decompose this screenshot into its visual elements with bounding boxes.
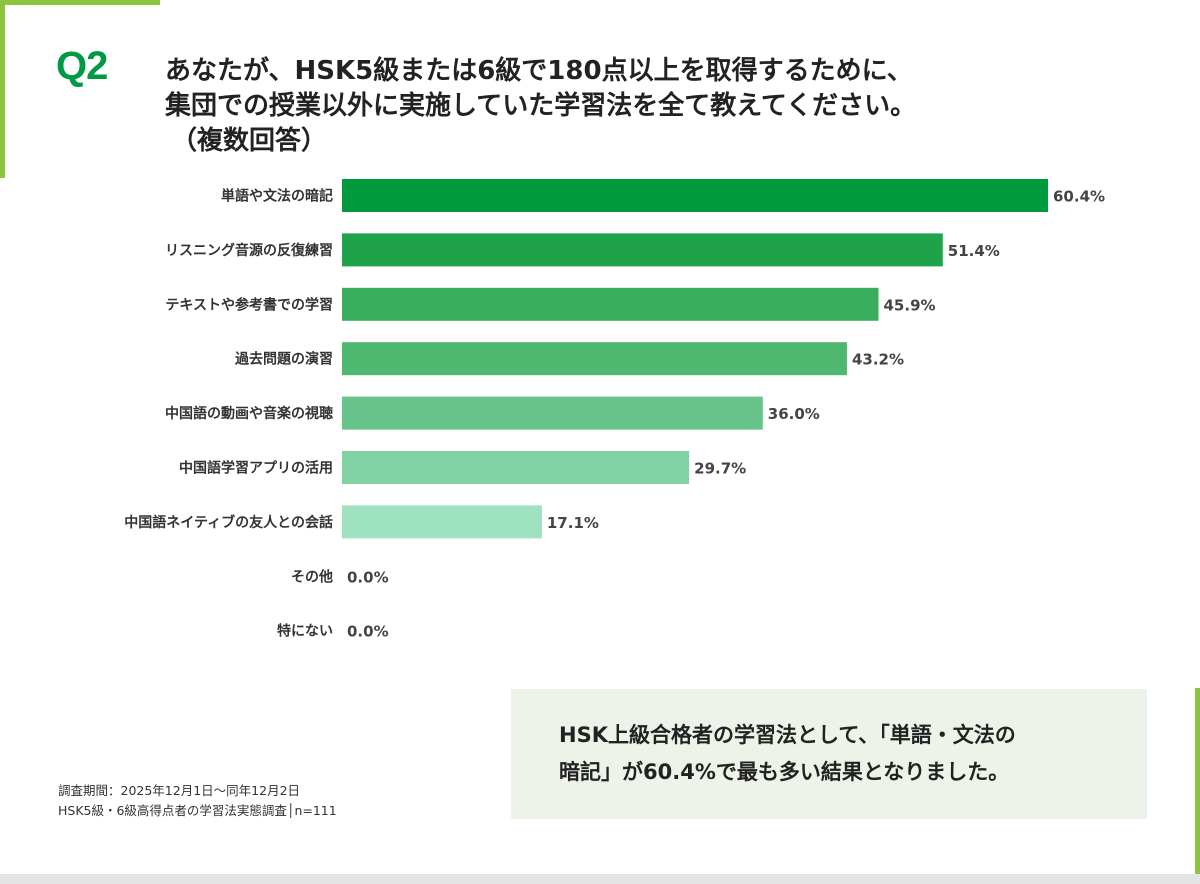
question-line-1: あなたが、HSK5級または6級で180点以上を取得するために、 bbox=[165, 56, 913, 86]
question-number: Q2 bbox=[56, 44, 108, 88]
bar bbox=[342, 287, 879, 321]
value-label: 0.0% bbox=[347, 623, 389, 641]
left-accent-line bbox=[0, 0, 5, 178]
category-label: リスニング音源の反復練習 bbox=[165, 242, 333, 259]
bottom-bar bbox=[0, 874, 1200, 884]
category-label: 単語や文法の暗記 bbox=[221, 188, 333, 205]
value-label: 45.9% bbox=[884, 296, 936, 314]
category-label: 中国語学習アプリの活用 bbox=[179, 460, 333, 477]
category-label: その他 bbox=[291, 568, 333, 585]
value-label: 0.0% bbox=[347, 568, 389, 586]
survey-name: HSK5級・6級高得点者の学習法実態調査│n=111 bbox=[58, 803, 337, 818]
category-label: 特にない bbox=[277, 623, 333, 640]
value-label: 43.2% bbox=[852, 351, 904, 369]
category-label: 中国語ネイティブの友人との会話 bbox=[124, 514, 333, 531]
summary-line-1: HSK上級合格者の学習法として、「単語・文法の bbox=[559, 723, 1016, 747]
bar bbox=[342, 505, 542, 539]
category-label: 中国語の動画や音楽の視聴 bbox=[165, 405, 333, 422]
bar bbox=[342, 451, 690, 484]
bar bbox=[342, 396, 763, 430]
top-left-accent-line bbox=[0, 0, 160, 5]
bar bbox=[342, 342, 847, 376]
right-accent-line bbox=[1195, 688, 1200, 884]
category-label: 過去問題の演習 bbox=[234, 351, 333, 368]
bar bbox=[342, 233, 943, 267]
value-label: 17.1% bbox=[547, 514, 599, 532]
value-label: 29.7% bbox=[694, 460, 746, 478]
value-label: 60.4% bbox=[1053, 188, 1105, 206]
survey-period: 調査期間：2025年12月1日〜同年12月2日 bbox=[58, 783, 301, 798]
question-line-3: （複数回答） bbox=[171, 126, 328, 156]
bar bbox=[342, 179, 1048, 212]
summary-text: HSK上級合格者の学習法として、「単語・文法の 暗記」が60.4%で最も多い結果… bbox=[559, 717, 1119, 791]
question-line-2: 集団での授業以外に実施していた学習法を全て教えてください。 bbox=[165, 91, 917, 121]
value-label: 51.4% bbox=[948, 242, 1000, 260]
question-title: あなたが、HSK5級または6級で180点以上を取得するために、 集団での授業以外… bbox=[165, 54, 1125, 159]
summary-line-2: 暗記」が60.4%で最も多い結果となりました。 bbox=[559, 760, 1010, 784]
bar-chart: 単語や文法の暗記 60.4% リスニング音源の反復練習 51.4% テキストや参考書での… bbox=[124, 179, 1105, 641]
value-label: 36.0% bbox=[768, 405, 820, 423]
summary-box: HSK上級合格者の学習法として、「単語・文法の 暗記」が60.4%で最も多い結果… bbox=[511, 689, 1147, 819]
survey-footnote: 調査期間：2025年12月1日〜同年12月2日 HSK5級・6級高得点者の学習法… bbox=[58, 781, 337, 821]
category-label: テキストや参考書での学習 bbox=[165, 296, 333, 313]
